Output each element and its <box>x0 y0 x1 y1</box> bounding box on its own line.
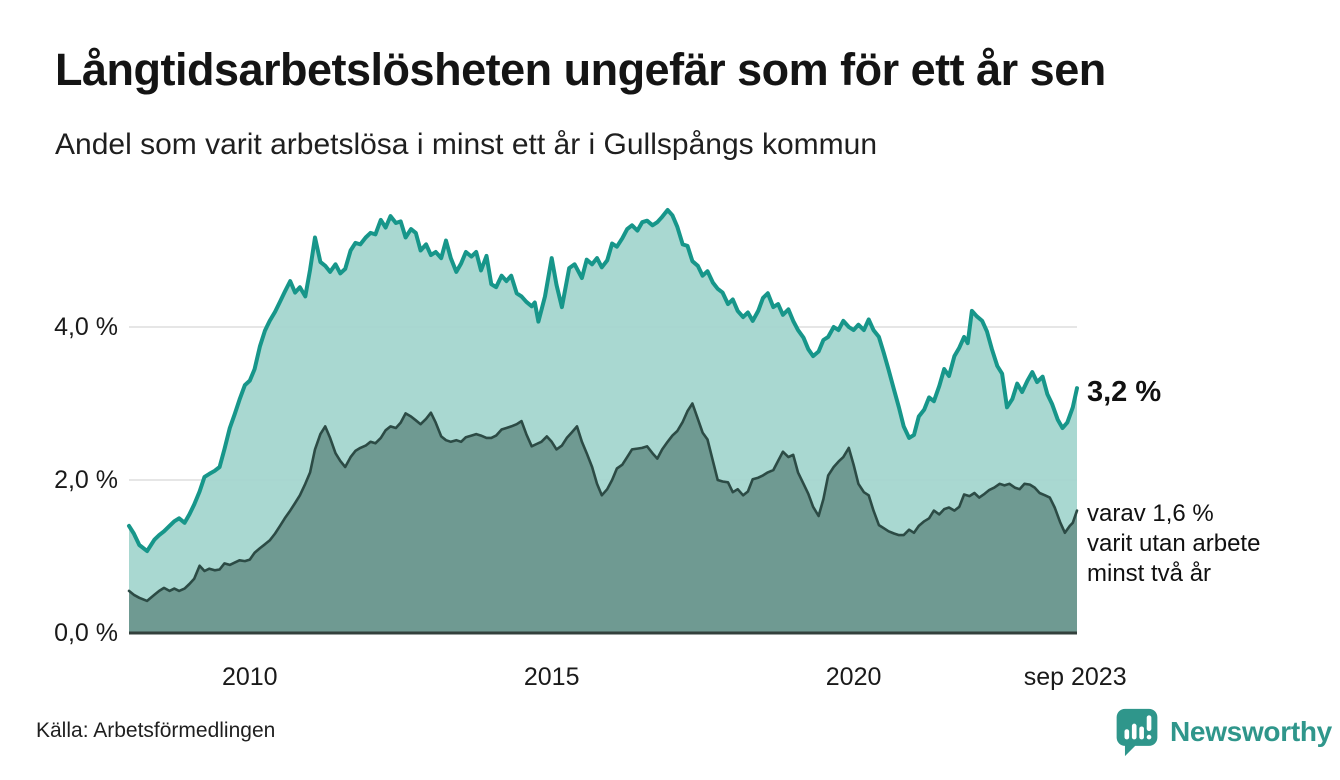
logo-bar-tall <box>1139 726 1144 740</box>
logo-bar-small <box>1124 729 1130 740</box>
source-note: Källa: Arbetsförmedlingen <box>36 719 276 742</box>
logo-exclamation-dot <box>1146 734 1152 740</box>
x-tick-label: 2020 <box>825 663 882 691</box>
y-tick-label: 4,0 % <box>54 313 118 341</box>
x-tick-label: 2010 <box>221 663 278 691</box>
page-title: Långtidsarbetslösheten ungefär som för e… <box>55 44 1106 95</box>
breakdown-annotation-line1: varav 1,6 % <box>1087 500 1214 527</box>
y-tick-label: 2,0 % <box>54 466 118 494</box>
breakdown-annotation: varav 1,6 % varit utan arbete minst två … <box>1087 499 1260 589</box>
page-subtitle: Andel som varit arbetslösa i minst ett å… <box>55 128 877 161</box>
logo-exclamation-icon <box>1146 715 1152 732</box>
newsworthy-logo-text: Newsworthy <box>1170 716 1332 747</box>
x-tick-label: sep 2023 <box>1023 663 1127 691</box>
breakdown-annotation-line3: minst två år <box>1087 560 1212 587</box>
y-tick-label: 0,0 % <box>54 619 118 647</box>
breakdown-annotation-line2: varit utan arbete <box>1087 530 1261 557</box>
latest-value-annotation: 3,2 % <box>1087 376 1162 408</box>
newsworthy-logo-icon <box>1116 708 1158 757</box>
x-tick-label: 2015 <box>523 663 580 691</box>
logo-bar-medium <box>1131 723 1137 740</box>
newsworthy-logo: Newsworthy <box>1114 707 1332 757</box>
